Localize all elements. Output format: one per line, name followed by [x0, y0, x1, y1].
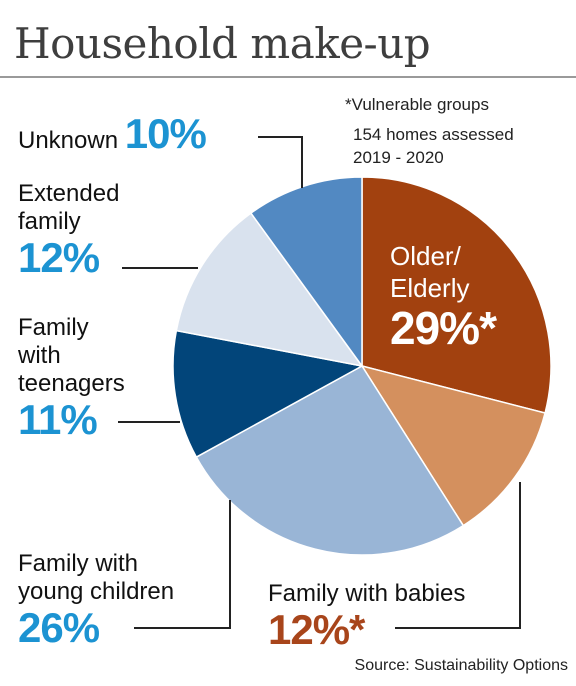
pie-slice-family-with-young-children: [195, 365, 465, 556]
older-label-line1: Older/: [390, 241, 461, 271]
title-divider: [0, 76, 576, 78]
label-family-with-babies: Family with babies 12%*: [268, 580, 465, 652]
older-label-line2: Elderly: [390, 273, 470, 303]
label-unknown: Unknown 10%: [18, 110, 207, 157]
young-label-line2: young children: [18, 578, 175, 605]
teen-label-line3: teenagers: [18, 370, 125, 397]
label-family-with-teenagers: Family with teenagers 11%: [18, 314, 125, 442]
note-period: 2019 - 2020: [353, 148, 444, 167]
extended-label-line2: family: [18, 208, 81, 235]
leader-lines: [118, 136, 521, 629]
leader-babies: [395, 482, 521, 629]
teen-label-line1: Family: [18, 314, 89, 341]
unknown-label: Unknown: [18, 127, 119, 154]
leader-unknown: [258, 136, 303, 188]
chart-title: Household make-up: [14, 19, 431, 68]
pie-slice-family-with-teenagers: [172, 329, 365, 459]
label-older-elderly: Older/ Elderly 29%*: [390, 240, 497, 354]
teen-label-line2: with: [18, 342, 61, 369]
note-homes-assessed: 154 homes assessed: [353, 125, 514, 144]
pie-slice-extended-family: [175, 212, 364, 368]
pie-slices: [172, 176, 552, 556]
pie-slice-unknown: [249, 176, 363, 369]
young-percent: 26%: [18, 604, 100, 651]
teen-percent: 11%: [18, 396, 98, 443]
older-percent: 29%*: [390, 302, 497, 354]
babies-label: Family with babies: [268, 580, 466, 607]
pie-slice-older-elderly: [361, 176, 552, 414]
note-vulnerable: *Vulnerable groups: [345, 95, 489, 114]
label-extended-family: Extended family 12%: [18, 180, 119, 280]
unknown-percent: 10%: [124, 110, 207, 157]
extended-percent: 12%: [18, 234, 100, 281]
extended-label-line1: Extended: [18, 180, 120, 207]
source-credit: Source: Sustainability Options: [354, 657, 568, 674]
young-label-line1: Family with: [18, 550, 139, 577]
label-family-with-young-children: Family with young children 26%: [18, 550, 174, 650]
pie-slice-family-with-babies: [360, 364, 546, 527]
leader-young-children: [134, 500, 231, 629]
babies-percent: 12%*: [268, 606, 365, 653]
